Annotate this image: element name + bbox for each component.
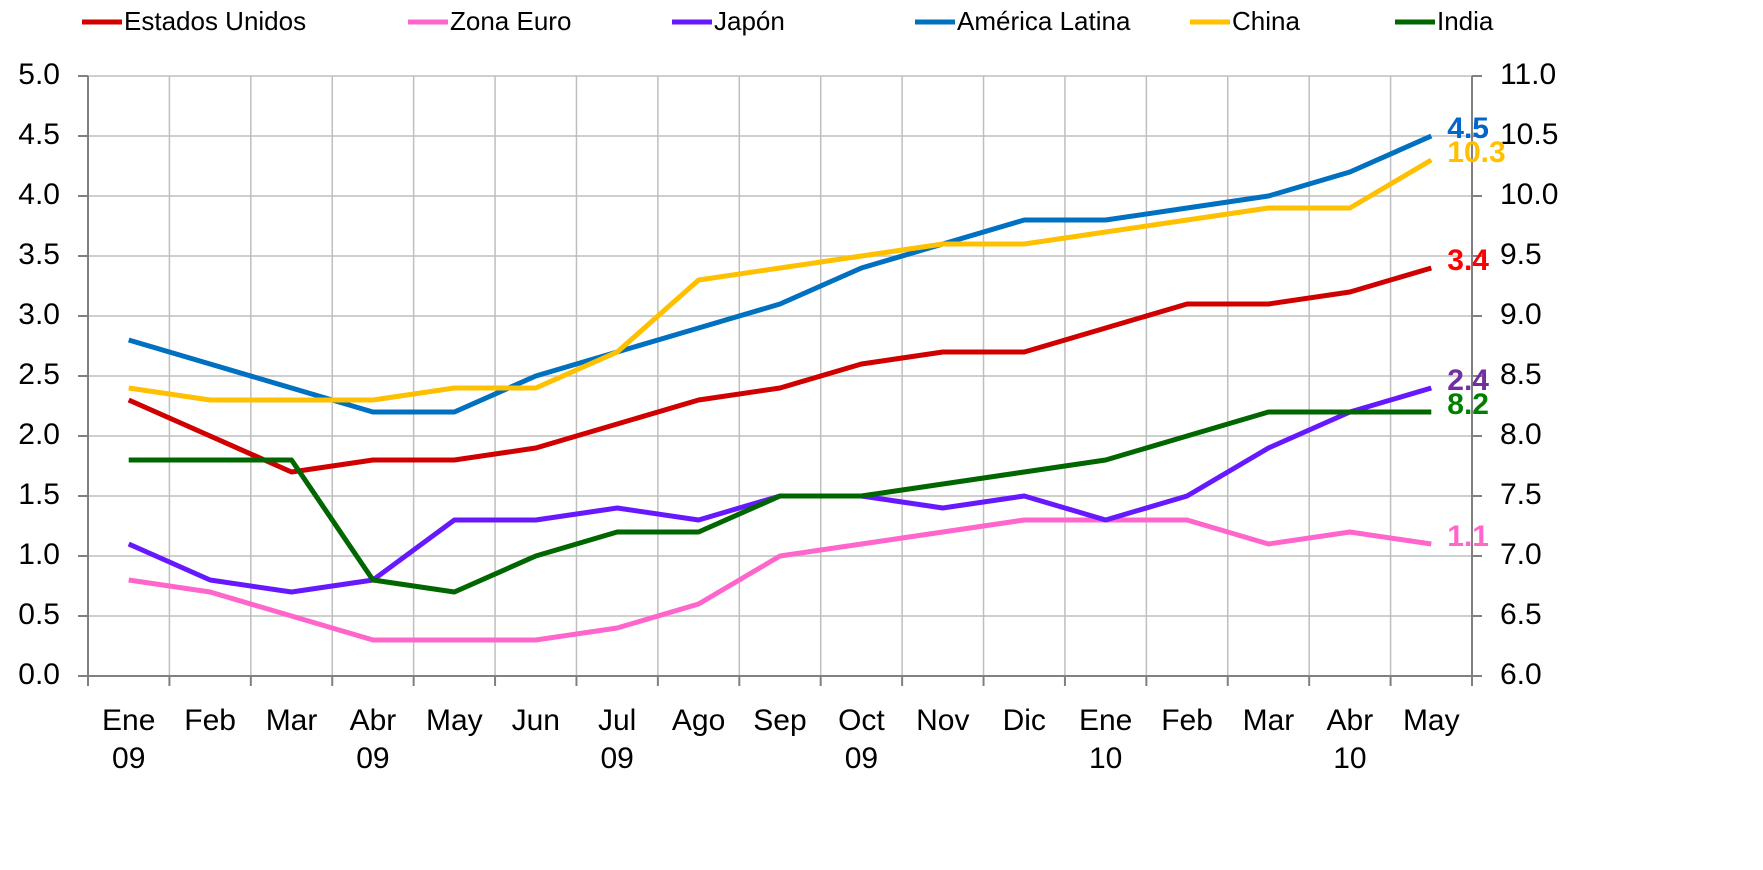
x-tick-label: Ago [672,704,725,737]
y2-tick-label: 11.0 [1500,58,1556,91]
y-tick-label: 1.0 [18,538,60,571]
value-label: 10.3 [1447,136,1505,169]
x-tick-label: Feb [1161,704,1213,737]
series-line [127,265,1432,475]
y2-tick-label: 10.0 [1500,178,1558,211]
legend-label: América Latina [957,6,1131,36]
y-tick-label: 4.0 [18,178,60,211]
series-line [128,409,1432,595]
y-tick-label: 1.5 [18,478,60,511]
value-label: 8.2 [1447,388,1489,421]
series-line [128,157,1433,403]
x-tick-label: Abr 10 [1327,704,1374,775]
y-tick-label: 4.5 [18,118,60,151]
legend-label: China [1232,6,1300,36]
y2-tick-label: 9.5 [1500,238,1542,271]
value-label: 2.4 [1447,364,1489,397]
value-label: 4.5 [1447,112,1489,145]
legend-label: Estados Unidos [124,6,306,36]
x-tick-label: Nov [916,704,969,737]
x-tick-label: Abr 09 [350,704,397,775]
x-tick-label: Sep [753,704,806,737]
legend-label: India [1437,6,1494,36]
y-tick-label: 5.0 [18,58,60,91]
x-tick-label: Ene 10 [1079,704,1132,775]
y2-tick-label: 8.5 [1500,358,1542,391]
x-tick-label: Jun [512,704,560,737]
y2-tick-label: 9.0 [1500,298,1542,331]
x-tick-label: May [1403,704,1460,737]
y2-tick-label: 7.0 [1500,538,1542,571]
y2-tick-label: 7.5 [1500,478,1542,511]
y2-tick-label: 8.0 [1500,418,1542,451]
y-tick-label: 2.5 [18,358,60,391]
y-tick-label: 0.0 [18,658,60,691]
y-tick-label: 2.0 [18,418,60,451]
x-tick-label: Mar [266,704,318,737]
x-tick-label: Mar [1243,704,1295,737]
y2-tick-label: 10.5 [1500,118,1558,151]
x-tick-label: Oct 09 [838,704,885,775]
legend-label: Zona Euro [450,6,571,36]
y-tick-label: 3.0 [18,298,60,331]
series-line [127,133,1433,415]
y2-tick-label: 6.5 [1500,598,1542,631]
x-tick-label: Feb [184,704,236,737]
x-tick-label: Jul 09 [598,704,636,775]
value-label: 1.1 [1447,520,1489,553]
x-tick-label: Dic [1003,704,1046,737]
series-line [128,517,1432,643]
series-line [127,385,1432,595]
y2-tick-label: 6.0 [1500,658,1542,691]
legend-label: Japón [714,6,785,36]
value-label: 3.4 [1447,244,1489,277]
y-tick-label: 0.5 [18,598,60,631]
x-tick-label: May [426,704,483,737]
y-tick-label: 3.5 [18,238,60,271]
x-tick-label: Ene 09 [102,704,155,775]
